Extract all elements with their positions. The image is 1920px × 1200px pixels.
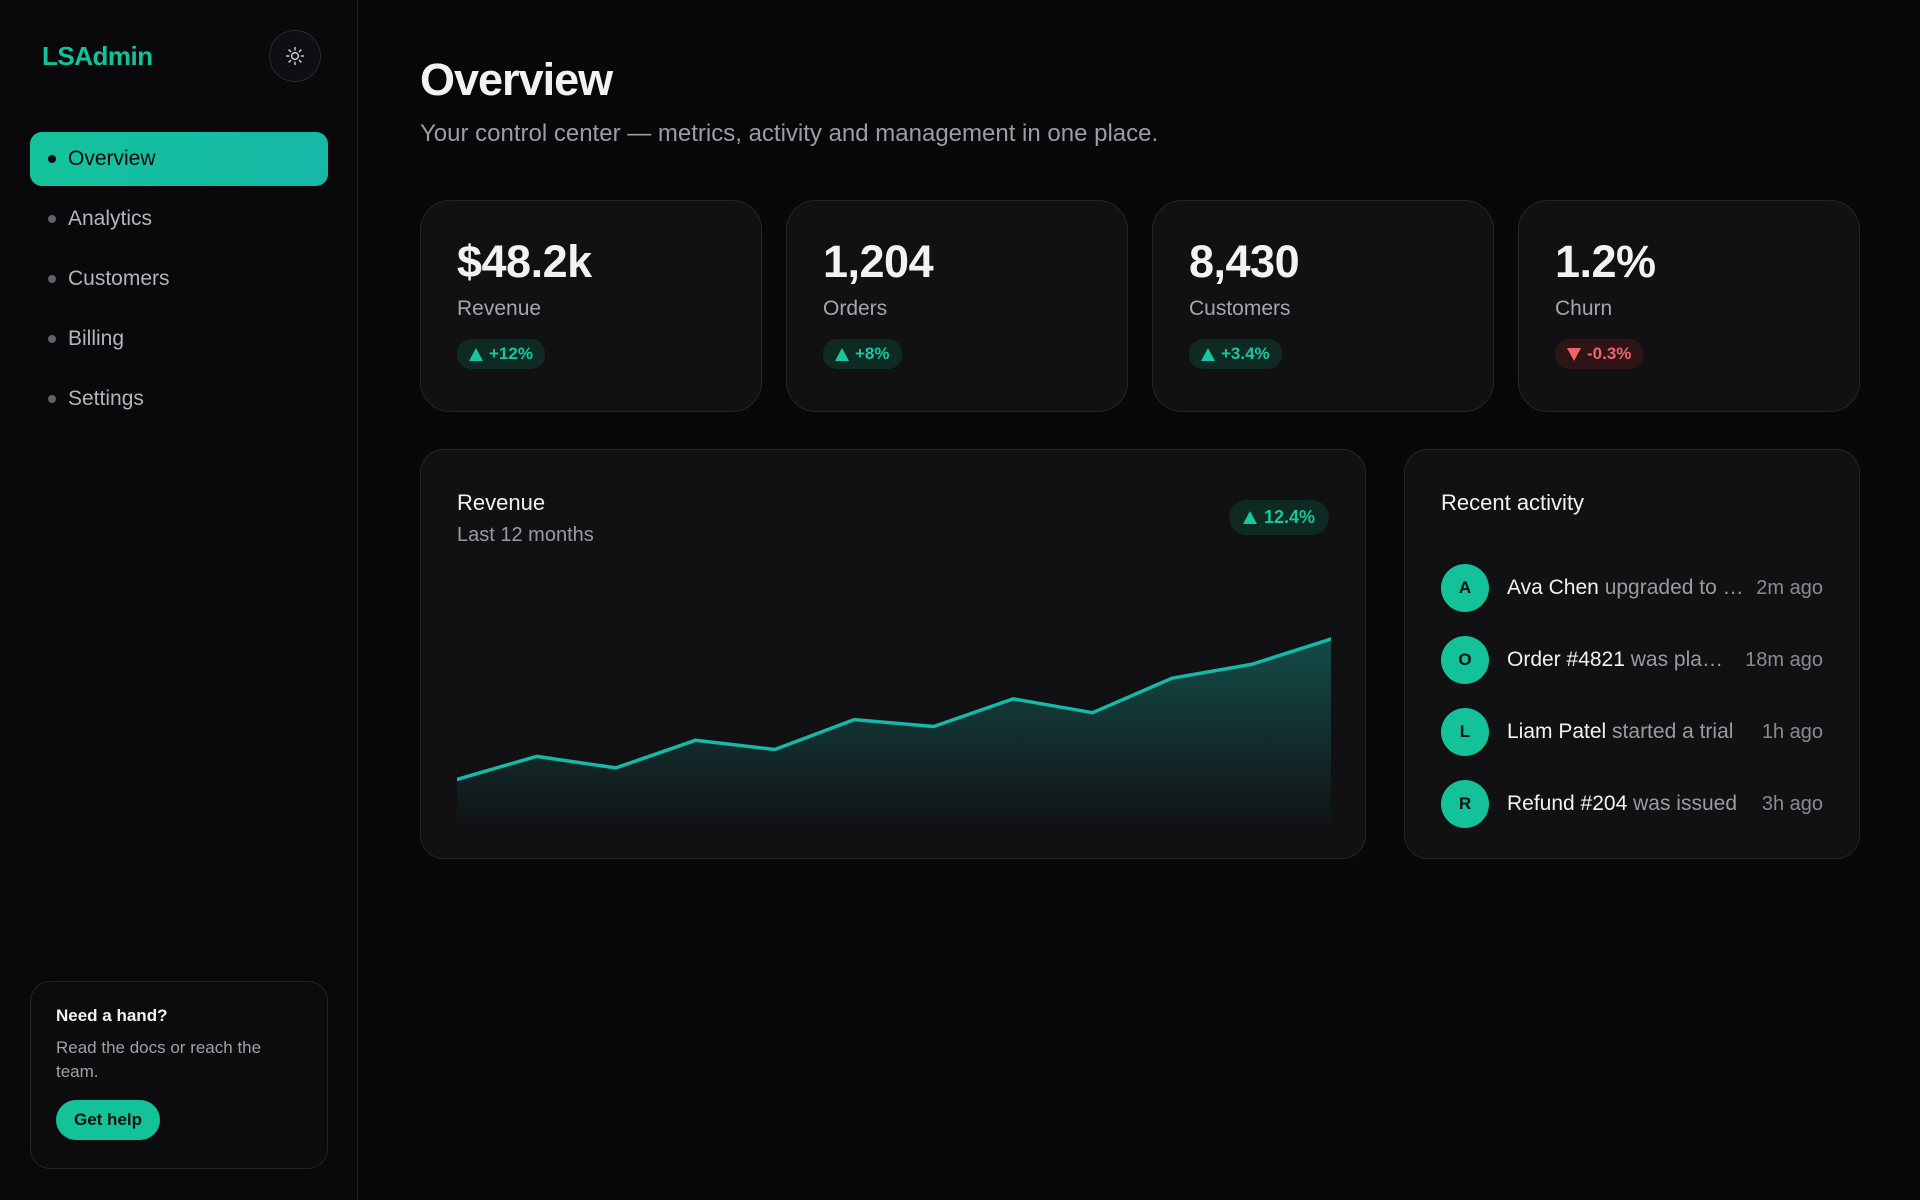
activity-text: Refund #204 was issued	[1507, 792, 1750, 816]
stat-card-orders: 1,204 Orders +8%	[786, 200, 1128, 412]
sidebar-item-label: Customers	[68, 267, 170, 290]
activity-item[interactable]: L Liam Patel started a trial 1h ago	[1441, 696, 1823, 768]
activity-subject: Liam Patel	[1507, 720, 1607, 743]
get-help-button[interactable]: Get help	[56, 1100, 161, 1140]
trend-value: +3.4%	[1221, 344, 1270, 363]
trend-badge: +3.4%	[1189, 339, 1282, 369]
revenue-chart	[457, 637, 1331, 830]
avatar: O	[1441, 636, 1489, 684]
activity-text: Ava Chen upgraded to Pro	[1507, 576, 1744, 600]
bullet-icon	[48, 335, 56, 343]
revenue-area	[457, 639, 1331, 830]
sidebar-item-label: Billing	[68, 327, 125, 350]
activity-action: started a trial	[1606, 720, 1734, 743]
main-content: Overview Your control center — metrics, …	[358, 0, 1920, 1200]
help-title: Need a hand?	[56, 1006, 168, 1025]
trend-value: -0.3%	[1587, 344, 1632, 363]
sidebar-item-settings[interactable]: Settings	[30, 372, 328, 426]
activity-subject: Ava Chen	[1507, 576, 1599, 599]
sun-icon	[285, 46, 305, 66]
stat-value: $48.2k	[457, 236, 592, 287]
trend-value: +8%	[855, 344, 890, 363]
arrow-up-icon	[469, 347, 483, 361]
sidebar-nav: Overview Analytics Customers Billing Set…	[30, 132, 328, 432]
activity-action: was placed	[1624, 648, 1734, 671]
bullet-icon	[48, 155, 56, 163]
sidebar-item-label: Settings	[68, 387, 144, 410]
activity-item[interactable]: R Refund #204 was issued 3h ago	[1441, 768, 1823, 840]
sidebar-item-label: Analytics	[68, 207, 153, 230]
avatar: A	[1441, 564, 1489, 612]
activity-item[interactable]: O Order #4821 was placed 18m ago	[1441, 624, 1823, 696]
avatar: L	[1441, 708, 1489, 756]
activity-item[interactable]: A Ava Chen upgraded to Pro 2m ago	[1441, 552, 1823, 624]
help-text: Read the docs or reach the team.	[56, 1038, 262, 1081]
help-card: Need a hand? Read the docs or reach the …	[30, 981, 328, 1169]
activity-action: was issued	[1627, 792, 1737, 815]
chart-subtitle: Last 12 months	[457, 524, 594, 546]
stat-card-revenue: $48.2k Revenue +12%	[420, 200, 762, 412]
bullet-icon	[48, 215, 56, 223]
stat-value: 8,430	[1189, 236, 1300, 287]
stat-label: Customers	[1189, 297, 1291, 320]
sidebar: LSAdmin Overview Analytics	[0, 0, 358, 1200]
chart-trend-value: 12.4%	[1263, 507, 1315, 527]
trend-badge: -0.3%	[1555, 339, 1644, 369]
activity-action: upgraded to Pro	[1598, 576, 1745, 599]
sidebar-item-overview[interactable]: Overview	[30, 132, 328, 186]
page-title: Overview	[420, 54, 613, 105]
stat-card-customers: 8,430 Customers +3.4%	[1152, 200, 1494, 412]
sidebar-item-customers[interactable]: Customers	[30, 252, 328, 306]
activity-time: 1h ago	[1761, 720, 1823, 743]
trend-badge: +12%	[457, 339, 545, 369]
arrow-up-icon	[1242, 511, 1257, 524]
stat-label: Revenue	[457, 297, 542, 320]
activity-time: 2m ago	[1756, 576, 1823, 599]
brand-logo[interactable]: LSAdmin	[42, 40, 153, 71]
revenue-line	[457, 637, 1331, 782]
activity-text: Liam Patel started a trial	[1507, 720, 1750, 744]
stat-label: Churn	[1555, 297, 1613, 320]
stat-label: Orders	[823, 297, 888, 320]
activity-time: 18m ago	[1745, 648, 1823, 671]
activity-time: 3h ago	[1761, 792, 1823, 815]
sidebar-item-billing[interactable]: Billing	[30, 312, 328, 366]
chart-trend-badge: 12.4%	[1228, 500, 1329, 535]
bullet-icon	[48, 395, 56, 403]
sidebar-item-analytics[interactable]: Analytics	[30, 192, 328, 246]
stat-value: 1,204	[823, 236, 934, 287]
activity-list: A Ava Chen upgraded to Pro 2m ago O Orde…	[1441, 552, 1823, 840]
chart-title: Revenue	[457, 490, 546, 515]
trend-value: +12%	[489, 344, 533, 363]
arrow-up-icon	[1201, 347, 1215, 361]
stat-card-churn: 1.2% Churn -0.3%	[1518, 200, 1860, 412]
activity-text: Order #4821 was placed	[1507, 648, 1733, 672]
activity-subject: Refund #204	[1507, 792, 1628, 815]
activity-subject: Order #4821	[1507, 648, 1625, 671]
brand-row: LSAdmin	[42, 30, 321, 82]
theme-toggle-button[interactable]	[269, 30, 321, 82]
stat-value: 1.2%	[1555, 236, 1656, 287]
bullet-icon	[48, 275, 56, 283]
avatar: R	[1441, 780, 1489, 828]
sidebar-item-label: Overview	[68, 147, 156, 170]
page-subtitle: Your control center — metrics, activity …	[420, 120, 1159, 147]
activity-title: Recent activity	[1441, 490, 1585, 515]
revenue-chart-card: Revenue Last 12 months 12.4%	[420, 449, 1366, 859]
recent-activity-card: Recent activity A Ava Chen upgraded to P…	[1404, 449, 1860, 859]
arrow-down-icon	[1567, 347, 1581, 361]
arrow-up-icon	[835, 347, 849, 361]
trend-badge: +8%	[823, 339, 902, 369]
